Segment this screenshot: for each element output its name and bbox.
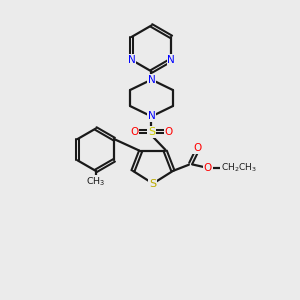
Text: O: O bbox=[164, 127, 173, 137]
Text: O: O bbox=[193, 143, 201, 153]
Text: CH$_2$CH$_3$: CH$_2$CH$_3$ bbox=[221, 162, 257, 174]
Text: N: N bbox=[167, 55, 175, 65]
Text: S: S bbox=[149, 178, 157, 189]
Text: N: N bbox=[148, 75, 155, 85]
Text: O: O bbox=[130, 127, 139, 137]
Text: N: N bbox=[128, 55, 136, 65]
Text: O: O bbox=[204, 163, 212, 173]
Text: N: N bbox=[148, 111, 155, 122]
Text: CH$_3$: CH$_3$ bbox=[86, 176, 106, 188]
Text: S: S bbox=[148, 127, 155, 137]
